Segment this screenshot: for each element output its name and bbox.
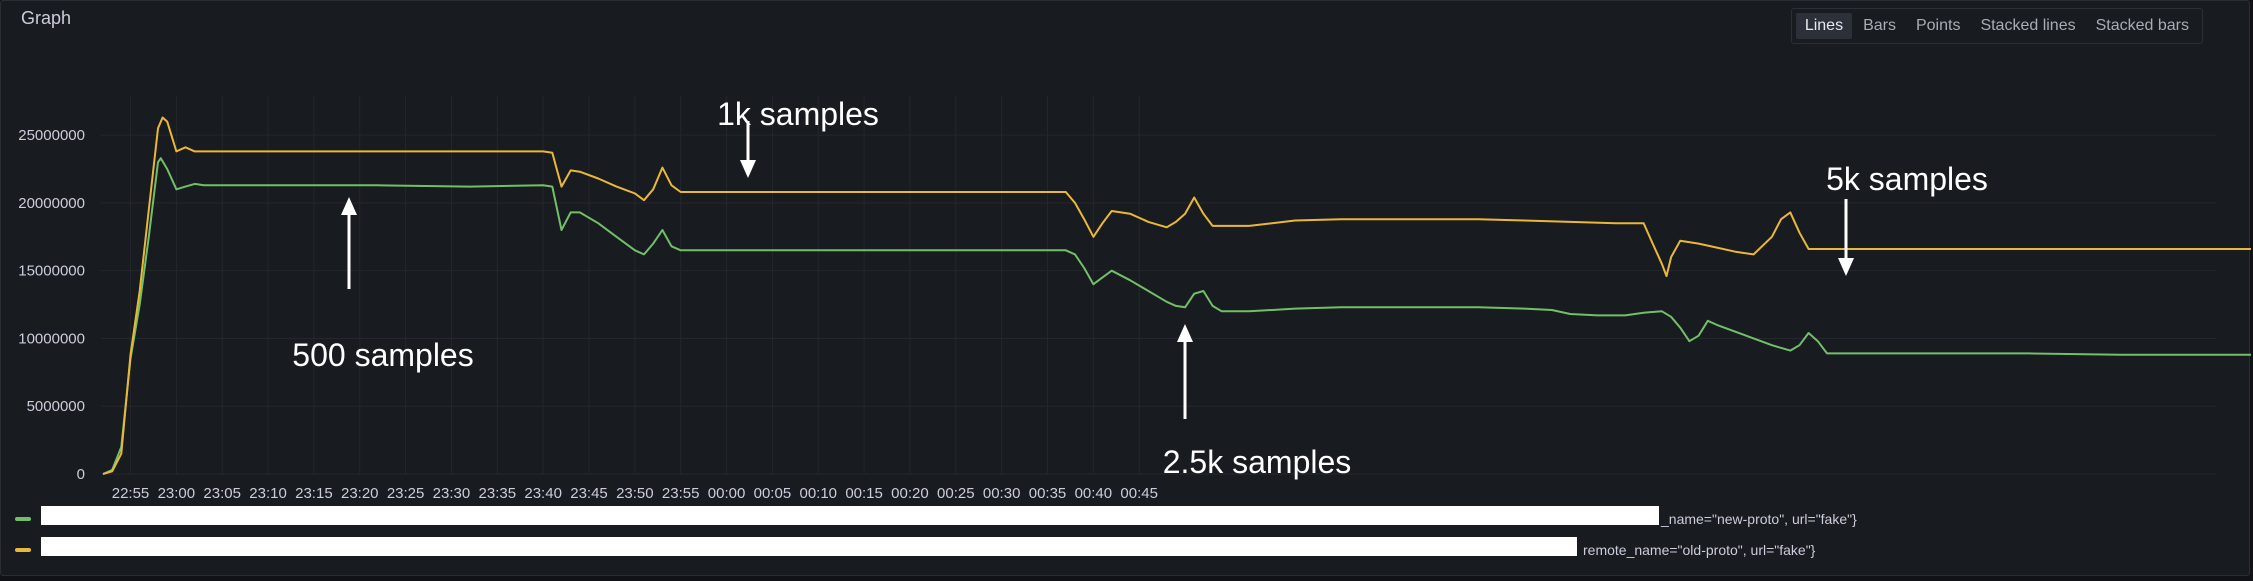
x-tick-label: 00:25 xyxy=(937,485,975,501)
redaction-bar xyxy=(41,506,1659,525)
view-stacked-lines-button[interactable]: Stacked lines xyxy=(1980,17,2076,34)
y-tick-label: 10000000 xyxy=(18,330,85,347)
x-tick-label: 23:50 xyxy=(616,485,654,501)
x-tick-label: 23:20 xyxy=(341,485,379,501)
annotation-label: 500 samples xyxy=(292,337,473,373)
x-tick-label: 23:45 xyxy=(570,485,608,501)
view-lines-button[interactable]: Lines xyxy=(1795,13,1853,39)
y-tick-label: 0 xyxy=(77,466,85,483)
view-stacked-bars-button[interactable]: Stacked bars xyxy=(2095,17,2189,34)
x-tick-label: 23:25 xyxy=(387,485,425,501)
x-tick-label: 00:45 xyxy=(1120,485,1158,501)
x-tick-label: 00:30 xyxy=(983,485,1021,501)
legend-label-new-proto: _name="new-proto", url="fake"} xyxy=(1661,510,1857,527)
x-tick-label: 23:05 xyxy=(203,485,241,501)
x-tick-label: 23:15 xyxy=(295,485,333,501)
x-tick-label: 22:55 xyxy=(112,485,150,501)
y-tick-label: 20000000 xyxy=(18,195,85,212)
x-tick-label: 23:35 xyxy=(479,485,517,501)
view-bars-button[interactable]: Bars xyxy=(1863,17,1896,34)
series-line-old-proto xyxy=(102,116,2251,475)
annotation-arrowhead xyxy=(1838,258,1854,276)
x-tick-label: 00:10 xyxy=(799,485,837,501)
annotation-label: 1k samples xyxy=(717,96,879,132)
x-tick-label: 00:15 xyxy=(845,485,883,501)
x-tick-label: 23:10 xyxy=(249,485,287,501)
legend-swatch-old-proto xyxy=(15,547,31,552)
x-tick-label: 23:55 xyxy=(662,485,700,501)
x-tick-label: 00:05 xyxy=(754,485,792,501)
y-tick-label: 5000000 xyxy=(27,398,85,415)
x-tick-label: 00:40 xyxy=(1075,485,1113,501)
annotation-label: 5k samples xyxy=(1826,161,1988,197)
x-tick-label: 23:00 xyxy=(158,485,196,501)
annotation-label: 2.5k samples xyxy=(1163,444,1352,480)
annotation-arrowhead xyxy=(740,160,756,178)
legend-item-old-proto[interactable]: remote_name="old-proto", url="fake"} xyxy=(15,534,1857,565)
x-tick-label: 00:20 xyxy=(891,485,929,501)
legend-item-new-proto[interactable]: _name="new-proto", url="fake"} xyxy=(15,503,1857,534)
line-chart: 0 5000000 10000000 15000000 20000000 25000000… xyxy=(18,96,2251,501)
x-tick-label: 00:00 xyxy=(708,485,746,501)
legend: _name="new-proto", url="fake"} remote_na… xyxy=(15,503,1857,565)
x-tick-label: 23:30 xyxy=(433,485,471,501)
redaction-bar xyxy=(41,537,1577,556)
panel-title: Graph xyxy=(21,8,72,28)
series-line-new-proto xyxy=(102,157,2251,475)
legend-swatch-new-proto xyxy=(15,516,31,521)
y-tick-label: 15000000 xyxy=(18,263,85,280)
legend-label-old-proto: remote_name="old-proto", url="fake"} xyxy=(1583,541,1816,558)
view-points-button[interactable]: Points xyxy=(1915,17,1961,34)
view-mode-toolbar: Lines Bars Points Stacked lines Stacked … xyxy=(1790,8,2203,44)
x-tick-label: 23:40 xyxy=(524,485,562,501)
y-tick-label: 25000000 xyxy=(18,127,85,144)
annotation-arrowhead xyxy=(1177,324,1193,342)
annotation-arrowhead xyxy=(341,197,357,215)
x-tick-label: 00:35 xyxy=(1029,485,1067,501)
